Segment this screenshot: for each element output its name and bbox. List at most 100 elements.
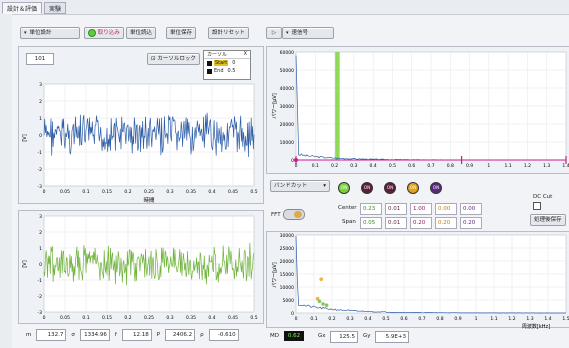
y-tick-label: 20000: [280, 259, 294, 265]
filter-type-select[interactable]: バンドカット ▾: [270, 180, 330, 192]
save-after-button[interactable]: 処理後保存: [530, 214, 566, 226]
x-tick-label: 0.1: [310, 316, 317, 322]
x-tick-label: 1.3: [526, 316, 533, 322]
x-tick-label: 0.1: [82, 315, 89, 321]
mode-select[interactable]: ▾ 単位設計: [20, 27, 80, 39]
data-point: [319, 277, 323, 281]
result-spectrum-plot[interactable]: 30000 25000 20000 15000 10000 5000 00 0.1 0.2 0.3…: [266, 231, 569, 331]
x-axis-label: 周波数[kHz]: [522, 323, 550, 330]
filtered-trace: [43, 242, 255, 286]
y-axis-label: パワー[μV]: [272, 93, 278, 119]
dropdown-arrow-icon: ▾: [286, 30, 289, 36]
signal-select[interactable]: ▾ 速信号: [282, 27, 334, 39]
stat-value[interactable]: 12.18: [121, 329, 152, 341]
filter-on-led[interactable]: ON: [338, 182, 350, 194]
fft-label: FFT: [271, 212, 281, 218]
fft-toggle[interactable]: [283, 209, 305, 220]
center-value-field[interactable]: 0.23: [360, 203, 382, 215]
y-tick-label: 15000: [280, 272, 294, 278]
stat-value[interactable]: -0.610: [208, 329, 239, 341]
x-tick-label: 0.1: [312, 163, 319, 169]
tab-design[interactable]: 設計＆評価: [2, 2, 43, 14]
span-label: Span: [342, 219, 356, 225]
cursor-lock-button[interactable]: ⊡ カーソルロック: [147, 53, 200, 65]
tab-experiment[interactable]: 実験: [44, 2, 67, 14]
y-tick-label: 10000: [280, 285, 294, 291]
data-point: [321, 302, 325, 306]
x-tick-label: 0.35: [186, 189, 196, 195]
design-reset-button[interactable]: 設計リセット: [208, 27, 250, 39]
band-cut-region[interactable]: [335, 52, 340, 160]
signal-select-value: 速信号: [291, 30, 309, 36]
stats-row: m 132.7 σ 1334.96 f 12.18 P 2406.2 ρ -0.610: [26, 329, 239, 341]
span-value-field[interactable]: 0.05: [360, 217, 382, 229]
x-tick-label: 1.1: [505, 163, 512, 169]
stat-value[interactable]: 2406.2: [165, 329, 196, 341]
play-button[interactable]: ▷: [266, 27, 282, 39]
data-point: [324, 303, 329, 307]
x-tick-label: 0.1: [82, 189, 89, 195]
span-value-field[interactable]: 0.20: [410, 217, 432, 229]
cursor-lock-label: カーソルロック: [157, 56, 196, 62]
filter-on-led[interactable]: ON: [384, 182, 396, 194]
x-tick-label: 0.2: [328, 316, 335, 322]
color-swatch-icon: [207, 60, 212, 66]
dc-cut-label: DC Cut: [533, 194, 553, 200]
x-tick-label: 0.4: [208, 189, 215, 195]
x-tick-label: 0.7: [427, 163, 434, 169]
x-tick-label: 0.5: [389, 163, 396, 169]
filter-on-led[interactable]: ON: [361, 182, 373, 194]
tab-bar: 設計＆評価 実験: [2, 2, 67, 14]
center-value-field[interactable]: 0.01: [385, 203, 407, 215]
capture-button[interactable]: 取り込み: [84, 27, 124, 39]
cursor-panel: カーソル X Start 0 End 0.5: [203, 50, 251, 80]
index-field[interactable]: 101: [26, 53, 54, 65]
y-tick-label: -3: [38, 184, 43, 190]
center-value-field[interactable]: 0.00: [460, 203, 482, 215]
mode-select-value: 単位設計: [29, 30, 52, 36]
x-tick-label: 0.8: [447, 163, 454, 169]
center-value-field[interactable]: 1.00: [410, 203, 432, 215]
spectrum-plot[interactable]: 60000 50000 40000 30000 20000 10000 00 0.1 0.2 0.…: [266, 46, 569, 172]
span-value-field[interactable]: 0.01: [385, 217, 407, 229]
filter-on-led[interactable]: ON: [407, 182, 419, 194]
y-tick-label: -3: [38, 310, 43, 316]
y-tick-label: 0: [291, 311, 294, 317]
y-tick-label: 30000: [280, 104, 294, 110]
cursor-end-value: 0.5: [227, 68, 236, 74]
dropdown-arrow-icon: ▾: [24, 30, 27, 36]
span-values: 0.05 0.01 0.20 0.20 0.20: [360, 217, 482, 229]
unit-save-button[interactable]: 単位保存: [166, 27, 197, 39]
x-tick-label: 0.2: [124, 189, 131, 195]
x-tick-label: 0.8: [436, 316, 443, 322]
filter-on-led[interactable]: ON: [430, 182, 442, 194]
md-display: 0.62: [284, 331, 304, 341]
dc-cut-checkbox[interactable]: [533, 202, 541, 210]
x-tick-label: 0.15: [102, 189, 112, 195]
dropdown-arrow-icon: ▾: [323, 183, 326, 189]
gx-field[interactable]: 125.5: [330, 331, 358, 343]
x-tick-label: 1: [475, 316, 478, 322]
x-tick-label: 1.1: [490, 316, 497, 322]
span-value-field[interactable]: 0.20: [460, 217, 482, 229]
unit-load-button[interactable]: 単位読込: [126, 27, 157, 39]
stat-label: ρ: [200, 332, 204, 338]
stat-value[interactable]: 1334.96: [79, 329, 110, 341]
y-tick-label: 0: [39, 133, 42, 139]
x-tick-label: 1.5: [562, 316, 569, 322]
y-tick-label: 2: [39, 99, 42, 105]
stat-value[interactable]: 132.7: [36, 329, 67, 341]
x-tick-label: 0.3: [346, 316, 353, 322]
x-tick-label: 1.4: [562, 163, 569, 169]
x-tick-label: 0.3: [350, 163, 357, 169]
x-tick-label: 0.5: [250, 189, 257, 195]
span-value-field[interactable]: 0.20: [435, 217, 457, 229]
x-tick-label: 1.4: [544, 316, 551, 322]
center-value-field[interactable]: 0.00: [435, 203, 457, 215]
cursor-row-end[interactable]: End 0.5: [204, 67, 250, 75]
cursor-row-start[interactable]: Start 0: [204, 59, 250, 67]
y-tick-label: 50000: [280, 68, 294, 74]
gy-field[interactable]: 5.9E+3: [375, 331, 409, 343]
